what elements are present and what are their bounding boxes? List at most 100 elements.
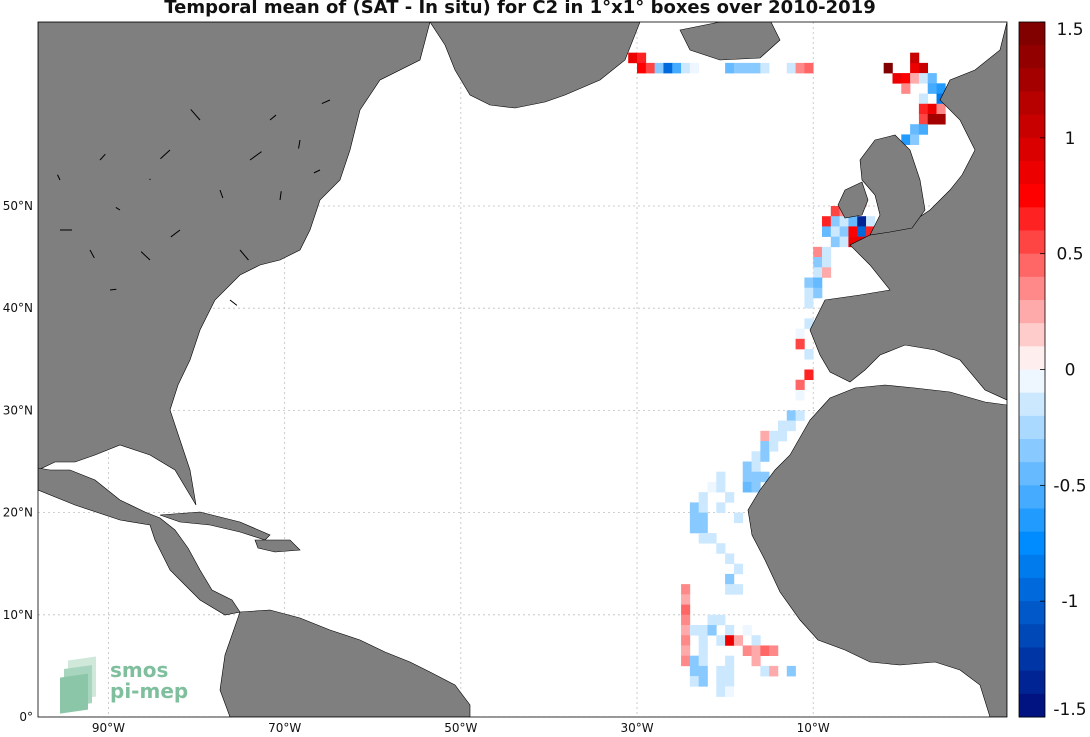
y-tick-label: 20°N <box>3 506 33 520</box>
land-hispaniola <box>254 539 301 553</box>
heatmap-cell <box>751 635 761 646</box>
heatmap-cell <box>733 584 744 595</box>
colorbar-segment <box>1019 508 1045 533</box>
heatmap-cell <box>760 441 770 452</box>
heatmap-cell <box>918 103 929 115</box>
map-title: Temporal mean of (SAT - In situ) for C2 … <box>164 0 876 18</box>
heatmap-cell <box>804 369 814 381</box>
heatmap-cell <box>866 226 876 237</box>
heatmap-cell <box>804 318 814 329</box>
coastline-fragment <box>229 299 238 306</box>
heatmap-cell <box>786 665 796 677</box>
x-tick-label: 10°W <box>797 721 830 735</box>
colorbar-segment <box>1019 462 1045 486</box>
heatmap-cell <box>698 502 708 513</box>
y-tick-label: 0° <box>19 710 33 724</box>
heatmap-cell <box>839 226 849 237</box>
coastline-fragment <box>170 229 181 238</box>
plot-frame <box>37 21 1008 718</box>
x-tick-label: 30°W <box>620 721 653 735</box>
heatmap-cell <box>866 216 876 227</box>
heatmap-cell <box>804 287 814 299</box>
colorbar-segment <box>1019 276 1045 301</box>
heatmap-cell <box>733 635 744 646</box>
heatmap-cell <box>645 62 655 74</box>
heatmap-cell <box>681 62 691 74</box>
land-mexico-central-america <box>38 467 241 616</box>
colorbar-tick-label: 0 <box>1065 361 1076 381</box>
coastline-details <box>57 99 331 306</box>
heatmap-cell <box>716 665 726 677</box>
heatmap-cell <box>698 655 708 667</box>
heatmap-cell <box>698 635 708 646</box>
coastline-fragment <box>321 99 331 105</box>
heatmap-cell <box>672 62 682 74</box>
heatmap-cell <box>901 83 911 94</box>
heatmap-cell <box>637 52 647 64</box>
y-tick-label: 10°N <box>3 608 33 622</box>
heatmap-cell <box>698 645 708 656</box>
heatmap-cell <box>927 103 937 115</box>
heatmap-cell <box>786 62 796 74</box>
heatmap-cell <box>689 512 699 524</box>
colorbar-segment <box>1019 300 1045 324</box>
heatmap-cell <box>795 389 805 401</box>
colorbar-segment <box>1019 531 1045 556</box>
heatmap-cell <box>830 236 840 248</box>
heatmap-cell <box>777 420 788 432</box>
heatmap-cell <box>707 614 717 626</box>
coastline-fragment <box>140 251 151 261</box>
heatmap-cell <box>813 277 823 289</box>
heatmap-cell <box>707 481 717 493</box>
heatmap-cell <box>848 216 858 227</box>
heatmap-cell <box>936 113 946 125</box>
heatmap-cell <box>769 430 779 442</box>
heatmap-cell <box>716 614 726 626</box>
heatmap-cell <box>777 430 788 442</box>
colorbar-segment <box>1019 68 1045 92</box>
heatmap-cell <box>725 625 735 636</box>
heatmap-cell <box>927 113 937 125</box>
heatmap-cell <box>786 420 796 432</box>
heatmap-cell <box>822 257 832 268</box>
heatmap-cell <box>760 62 770 74</box>
heatmap-cell <box>698 492 708 503</box>
colorbar-segment <box>1019 91 1045 116</box>
heatmap-cell <box>681 614 691 626</box>
heatmap-cell <box>769 645 779 656</box>
heatmap-cell <box>681 584 691 595</box>
colorbar-tick-label: -1.5 <box>1053 700 1086 720</box>
coastline-fragment <box>109 288 117 291</box>
heatmap-cell <box>839 216 849 227</box>
heatmap-cell <box>698 512 708 524</box>
colorbar-tick-label: 0.5 <box>1056 245 1083 265</box>
heatmap-cell <box>725 573 735 585</box>
land-masses <box>38 22 1007 717</box>
heatmap-cell <box>681 645 691 656</box>
coastline-fragment <box>160 149 171 160</box>
heatmap-cell <box>830 205 840 217</box>
heatmap-cell <box>769 441 779 452</box>
logo-text-pi-mep: pi-mep <box>110 679 188 703</box>
coastline-fragment <box>115 207 121 211</box>
heatmap-cell <box>654 62 664 74</box>
colorbar-tick-label: 1.5 <box>1056 20 1083 40</box>
colorbar-segment <box>1019 693 1045 718</box>
x-tick-label: 90°W <box>92 721 125 735</box>
heatmap-cell <box>698 522 708 534</box>
colorbar-segment <box>1019 439 1045 463</box>
heatmap-cell <box>707 625 717 636</box>
heatmap-cell <box>760 645 770 656</box>
land-ireland <box>837 181 869 219</box>
coastline-fragment <box>249 151 262 161</box>
heatmap-cell <box>725 553 735 564</box>
heatmap-cell <box>751 655 761 667</box>
heatmap-cell <box>822 226 832 237</box>
colorbar-tick-label: -1 <box>1062 592 1079 612</box>
x-tick-label: 70°W <box>268 721 301 735</box>
heatmap-cell <box>910 62 920 74</box>
heatmap-cell <box>901 134 911 145</box>
heatmap-cell <box>936 83 946 94</box>
heatmap-cell <box>716 471 726 483</box>
